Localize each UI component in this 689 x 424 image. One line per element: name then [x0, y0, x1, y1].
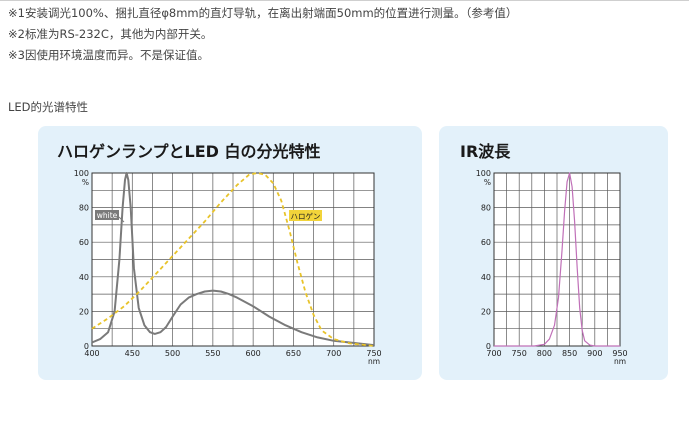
top-divider [0, 0, 689, 1]
spectrum-y-tick-label: 0 [84, 342, 89, 351]
legend-halogen: ハロゲン [289, 210, 322, 221]
ir-plot-border [493, 172, 621, 347]
legend-white-label: white [97, 211, 118, 220]
ir-y-tick-label: 80 [481, 204, 491, 213]
spectrum-x-tick-label: 500 [165, 349, 180, 358]
ir-y-tick-label: 40 [481, 273, 491, 282]
legend-white-pointer [118, 216, 125, 223]
spectrum-plot-border [91, 172, 375, 347]
ir-x-tick-label: 950 [612, 349, 627, 358]
spectrum-series-line-1 [91, 172, 375, 347]
ir-x-tick-label: 800 [537, 349, 552, 358]
ir-x-tick-label: 700 [486, 349, 501, 358]
ir-y-tick-label: 0 [486, 342, 491, 351]
ir-x-unit: nm [614, 357, 626, 366]
legend-halogen-label: ハロゲン [291, 212, 321, 221]
note-1: ※1安装调光100%、捆扎直径φ8mm的直灯导轨，在离出射端面50mm的位置进行… [8, 6, 518, 20]
section-label: LED的光谱特性 [8, 100, 89, 114]
ir-plot: 700 750 800 850 900 950 0 20 40 60 80 100% nm [476, 169, 628, 366]
legend-halogen-box [289, 210, 322, 221]
spectrum-y-tick-label: 60 [79, 238, 89, 247]
spectrum-y-tick-label: 100 [74, 169, 89, 178]
note-3: ※3因使用环境温度而异。不是保证值。 [8, 48, 209, 62]
spectrum-series-line-0 [91, 172, 375, 347]
spectrum-x-tick-label: 600 [246, 349, 261, 358]
spectrum-y-unit: % [82, 178, 89, 187]
spectrum-chart-title: ハロゲンランプとLED 白の分光特性 [57, 142, 321, 161]
spectrum-plot: 400 450 500 550 600 650 700 750 0 20 40 60 80 100% nm w… [74, 169, 382, 366]
spectrum-x-tick-label: 650 [286, 349, 301, 358]
ir-x-tick-label: 850 [562, 349, 577, 358]
spectrum-x-tick-label: 450 [125, 349, 140, 358]
spectrum-x-tick-label: 400 [84, 349, 99, 358]
ir-y-unit: % [484, 178, 491, 187]
ir-x-tick-label: 900 [587, 349, 602, 358]
note-2: ※2标准为RS-232C，其他为内部开关。 [8, 27, 213, 41]
ir-series-line-0 [494, 172, 620, 347]
spectrum-x-tick-label: 750 [366, 349, 381, 358]
ir-x-tick-label: 750 [512, 349, 527, 358]
ir-chart-title: IR波長 [460, 142, 511, 161]
spectrum-y-tick-label: 80 [79, 204, 89, 213]
ir-y-tick-label: 60 [481, 238, 491, 247]
ir-y-tick-label: 100 [476, 169, 491, 178]
spectrum-y-tick-label: 40 [79, 273, 89, 282]
spectrum-x-tick-label: 700 [326, 349, 341, 358]
spectrum-x-unit: nm [368, 357, 380, 366]
legend-white-box [95, 210, 119, 220]
legend-white: white [95, 210, 125, 223]
spectrum-y-tick-label: 20 [79, 307, 89, 316]
ir-y-tick-label: 20 [481, 307, 491, 316]
spectrum-x-tick-label: 550 [205, 349, 220, 358]
